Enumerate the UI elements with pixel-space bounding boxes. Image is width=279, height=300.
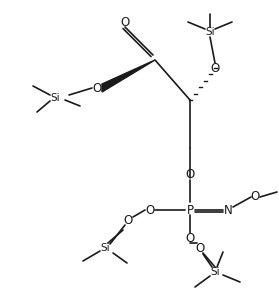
Text: O: O [195, 242, 205, 254]
Text: Si: Si [100, 243, 110, 253]
Text: Si: Si [205, 27, 215, 37]
Text: O: O [185, 232, 195, 244]
Text: O: O [123, 214, 133, 226]
Polygon shape [102, 60, 155, 92]
Text: O: O [185, 169, 195, 182]
Text: O: O [210, 61, 220, 74]
Text: P: P [186, 203, 194, 217]
Text: O: O [120, 16, 130, 28]
Text: O: O [145, 203, 155, 217]
Text: O: O [250, 190, 260, 203]
Text: O: O [92, 82, 102, 94]
Text: Si: Si [50, 93, 60, 103]
Text: N: N [224, 203, 232, 217]
Text: Si: Si [210, 267, 220, 277]
